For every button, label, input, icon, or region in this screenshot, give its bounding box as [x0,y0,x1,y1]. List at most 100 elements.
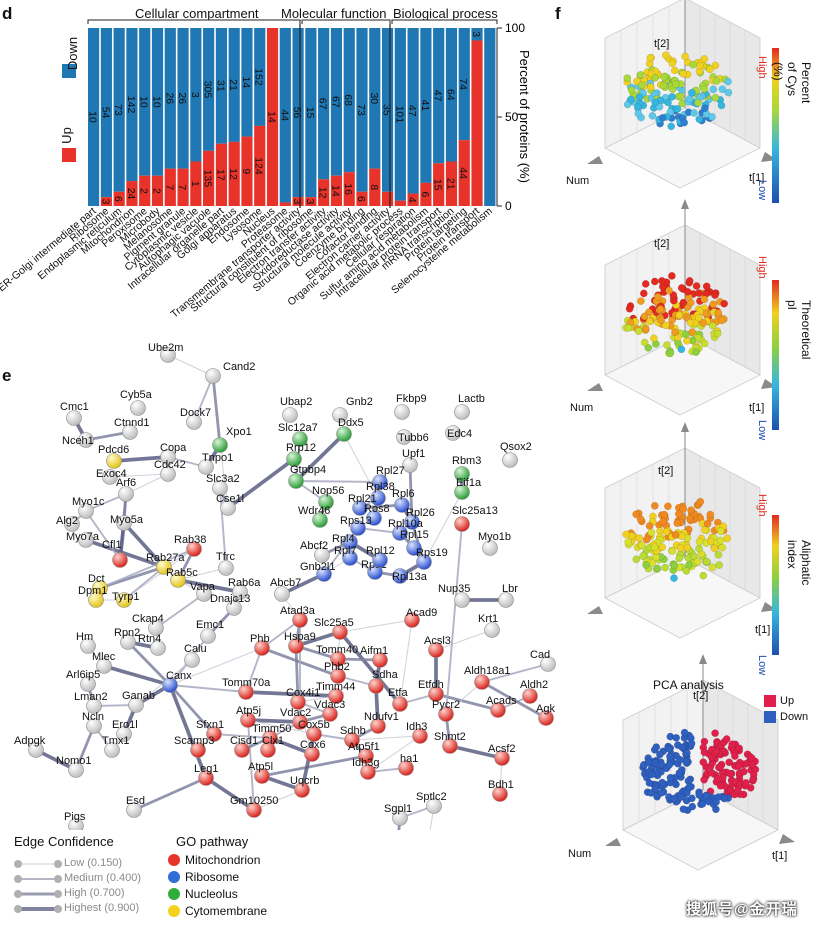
network-node[interactable]: Upf1 [402,448,425,473]
network-node[interactable]: Nup35 [438,583,470,608]
network-node[interactable]: Gnb2 [332,396,373,423]
network-node[interactable]: Etfa [388,687,408,712]
network-node[interactable]: Nomo1 [56,755,91,778]
network-node[interactable]: Slc12a7 [278,422,318,447]
network-node[interactable]: Rrp12 [286,442,316,467]
network-node[interactable]: Acsl3 [424,635,451,658]
network-node[interactable]: Vapa [190,581,216,602]
network-node[interactable]: Abcf2 [300,540,330,563]
network-node[interactable]: Mlec [92,651,116,674]
network-node[interactable]: Rpl38 [366,481,395,506]
network-node[interactable]: Timm44 [316,681,355,704]
network-node[interactable]: Tnpo1 [198,452,234,475]
network-node[interactable]: Sfxn1 [196,719,224,742]
network-node[interactable]: Rpl6 [392,488,415,513]
network-node[interactable]: Esd [126,795,145,818]
network-node[interactable]: Rbm3 [452,455,481,482]
network-node[interactable]: Aldh18a1 [464,665,511,690]
network-node[interactable]: Cfl1 [102,539,128,568]
network-node[interactable]: Rab5c [166,567,198,588]
network-node[interactable]: Copa [160,442,187,465]
network-node[interactable]: Cmc1 [60,401,89,426]
network-node[interactable]: Cox4i1 [286,687,320,710]
network-node[interactable]: Clx1 [260,735,285,758]
network-node[interactable]: ha1 [398,753,419,776]
network-node[interactable]: Pdcd6 [98,444,129,469]
network-node[interactable]: Cand2 [205,361,256,384]
network-node[interactable]: Myo1c [72,496,105,519]
network-node[interactable]: Atp5f1 [348,741,380,764]
network-node[interactable]: Sptlc2 [416,791,447,814]
network-node[interactable]: Canx [162,670,193,693]
network-node[interactable]: Ctnnd1 [114,417,149,440]
network-node[interactable]: Tfrc [216,551,235,576]
network-node[interactable]: Etfdh [418,679,444,702]
network-node[interactable]: Rpl15 [400,529,429,556]
network-node[interactable]: Rab38 [174,534,206,557]
network-node[interactable]: Agk [536,703,555,726]
network-node[interactable]: Lbr [498,583,519,608]
network-node[interactable]: Rpl13a [392,568,428,584]
network-node[interactable]: Idh3g [352,757,380,780]
network-node[interactable]: Myo7a [66,531,100,548]
network-node[interactable]: Acads [486,695,517,718]
network-node[interactable]: Lman2 [74,691,108,714]
network-node[interactable]: Lactb [454,393,485,420]
network-node[interactable]: Pigs [64,811,86,830]
network-node[interactable]: Rab27a [146,552,185,575]
network-node[interactable]: Cyb5a [120,389,153,416]
network-node[interactable]: Sdha [368,669,399,694]
network-node[interactable]: Dpm1 [78,585,107,608]
network-node[interactable]: Rps13 [340,515,372,536]
network-node[interactable]: Aldh2 [520,679,548,704]
network-node[interactable]: Arf6 [116,477,136,502]
network-node[interactable]: Acsf2 [488,743,516,766]
network-node[interactable]: Phb [250,633,270,656]
network-node[interactable]: Vdac3 [314,699,345,722]
network-node[interactable]: Ncln [82,711,104,734]
network-node[interactable]: Dnajc13 [210,593,250,616]
network-node[interactable]: Alg2 [56,515,80,532]
network-node[interactable]: Rtn4 [138,633,166,656]
network-node[interactable]: Xpo1 [212,426,252,453]
network-node[interactable]: Atp5l [248,761,273,784]
network-node[interactable]: Shmt2 [434,731,466,754]
network-node[interactable]: Rpl27 [372,465,405,490]
network-node[interactable]: Ckap4 [132,613,164,636]
network-node[interactable]: Ubap2 [280,396,312,423]
network-node[interactable]: Atp5j [236,705,261,728]
network-node[interactable]: Abcb7 [270,577,301,602]
network-node[interactable]: Cox5b [298,719,330,742]
network-node[interactable]: Edc4 [445,425,473,441]
network-node[interactable]: Uqcrb [290,775,319,798]
network-node[interactable]: Rpl4 [332,533,358,550]
network-node[interactable]: Gnb2l1 [300,561,335,582]
network-node[interactable]: Rpl7 [334,545,358,566]
network-node[interactable]: Ube2m [148,342,183,363]
network-node[interactable]: Rpn2 [114,627,140,650]
network-node[interactable]: Emc1 [196,619,224,644]
network-node[interactable]: Ddx5 [336,417,364,442]
network-node[interactable]: Ndufv1 [364,711,399,734]
network-node[interactable]: Gtpbp4 [288,464,327,489]
network-node[interactable]: Dock7 [180,407,211,430]
network-node[interactable]: Hspa9 [284,631,316,654]
network-node[interactable]: Ganab [122,690,155,713]
network-node[interactable]: Nceh1 [62,432,94,448]
network-node[interactable]: Pycr2 [432,699,460,722]
network-node[interactable]: Cisd1 [230,735,258,758]
network-node[interactable]: Exoc4 [96,468,127,485]
network-node[interactable]: Aifm1 [360,645,388,668]
network-node[interactable]: Hm [76,631,96,654]
network-node[interactable]: Slc25a13 [452,505,498,532]
network-node[interactable]: Rab6a [228,577,261,600]
network-node[interactable]: Slc25a5 [314,617,354,640]
network-node[interactable]: Dct [88,573,108,596]
network-node[interactable]: Gm10250 [230,795,278,818]
network-node[interactable]: Atad3a [280,605,316,628]
network-node[interactable]: Tomm70a [222,677,271,700]
network-node[interactable]: Cad [530,649,556,672]
network-node[interactable]: Sgpl1 [384,803,412,826]
network-node[interactable]: Arl6ip5 [66,669,100,692]
network-node[interactable]: Phb2 [324,661,350,684]
